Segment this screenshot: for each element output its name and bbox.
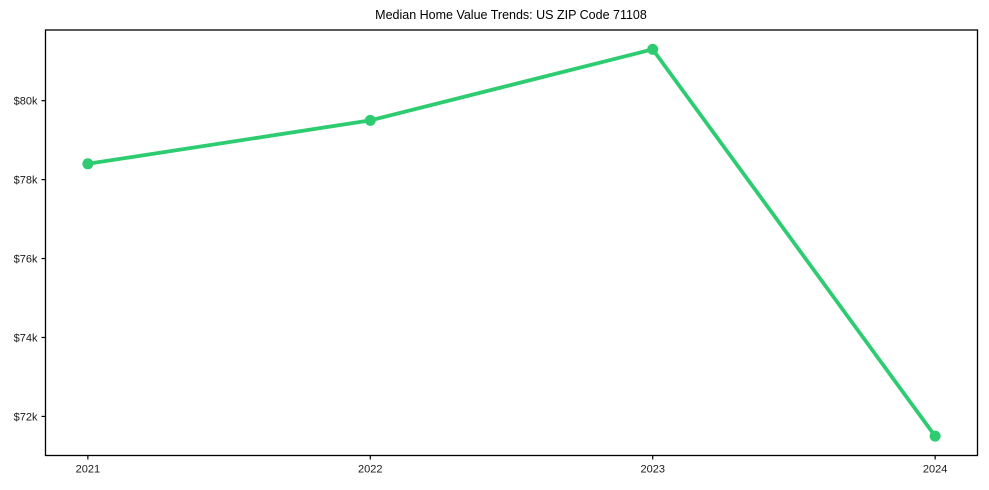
x-axis-tick-label: 2023	[640, 464, 664, 476]
chart-title: Median Home Value Trends: US ZIP Code 71…	[375, 8, 647, 22]
data-point-marker	[364, 114, 376, 126]
data-point-marker	[647, 43, 659, 55]
y-axis-tick-label: $80k	[14, 96, 38, 108]
plot-border	[44, 29, 979, 457]
y-axis-tick-label: $78k	[14, 174, 38, 186]
trend-line	[85, 47, 938, 439]
data-point-marker	[82, 158, 94, 170]
y-axis-tick-label: $72k	[14, 411, 38, 423]
y-axis-tick-label: $74k	[14, 332, 38, 344]
x-axis-tick-label: 2021	[76, 464, 100, 476]
plot-area: 2021 2022 2023 2024 $72k $74k $76k $78k $80k	[14, 29, 979, 476]
data-point-marker	[929, 430, 941, 442]
x-axis-tick-label: 2024	[923, 464, 947, 476]
x-axis-tick-label: 2022	[358, 464, 382, 476]
y-axis-tick-label: $76k	[14, 253, 38, 265]
